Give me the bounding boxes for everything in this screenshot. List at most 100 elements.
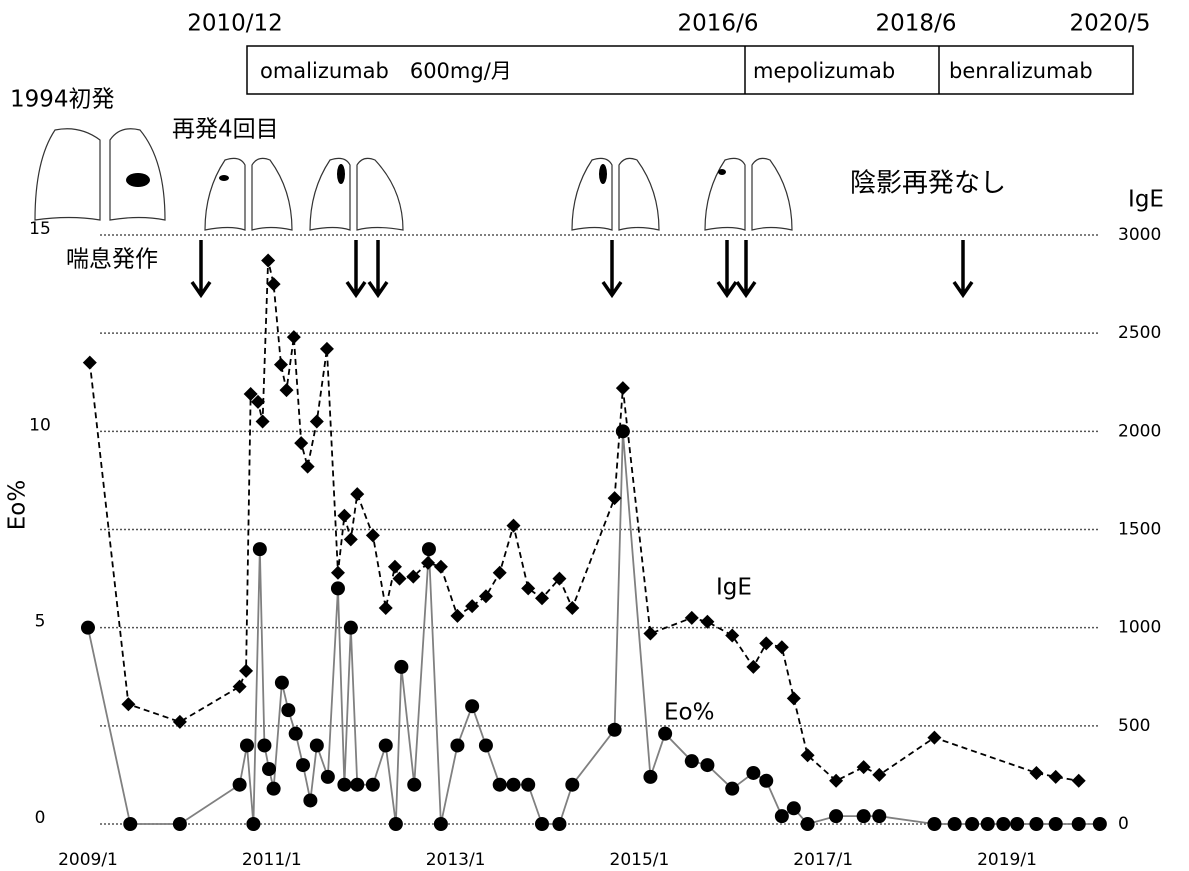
point [643, 770, 657, 784]
lung-sketch [572, 158, 659, 230]
annotation: 陰影再発なし [850, 169, 1006, 199]
point [393, 572, 407, 586]
point [303, 793, 317, 807]
y-axis-title: Eo% [5, 480, 31, 530]
drug-label: omalizumab 600mg/月 [260, 59, 512, 83]
point [1072, 817, 1086, 831]
point [608, 723, 622, 737]
point [434, 817, 448, 831]
point [775, 640, 789, 654]
timeline-date: 2018/6 [876, 11, 957, 37]
point [1049, 770, 1063, 784]
point [294, 436, 308, 450]
point [829, 774, 843, 788]
y2-tick-label: 1000 [1118, 618, 1161, 638]
point [565, 778, 579, 792]
point [996, 817, 1010, 831]
point [233, 778, 247, 792]
point [261, 254, 275, 268]
point [256, 415, 270, 429]
point [493, 778, 507, 792]
y2-tick-label: 0 [1118, 814, 1129, 834]
point [310, 738, 324, 752]
y-tick-label: 0 [35, 808, 46, 828]
point [240, 738, 254, 752]
point [608, 491, 622, 505]
lung-sketch [205, 158, 292, 230]
point [233, 680, 247, 694]
point [121, 697, 135, 711]
point [279, 383, 293, 397]
point [493, 566, 507, 580]
point [350, 487, 364, 501]
annotation: 1994初発 [10, 87, 115, 113]
point [700, 615, 714, 629]
point [775, 809, 789, 823]
series-label: IgE [716, 575, 752, 601]
point [1072, 774, 1086, 788]
point [421, 556, 435, 570]
chart: 2010/12 2016/6 2018/6 2020/5 omalizumab … [0, 0, 1189, 871]
point [1029, 766, 1043, 780]
point [658, 727, 672, 741]
point [506, 519, 520, 533]
y-tick-label: 10 [29, 415, 51, 435]
point [173, 817, 187, 831]
series-line [90, 261, 1079, 781]
x-tick-label: 2015/1 [610, 850, 670, 870]
point [759, 774, 773, 788]
point [700, 758, 714, 772]
point [948, 817, 962, 831]
point [927, 731, 941, 745]
point [450, 738, 464, 752]
y2-tick-label: 1500 [1118, 520, 1161, 540]
point [296, 758, 310, 772]
point [685, 611, 699, 625]
point [1049, 817, 1063, 831]
point [267, 782, 281, 796]
lung-sketch [310, 158, 403, 230]
point [81, 621, 95, 635]
point [434, 560, 448, 574]
point [872, 809, 886, 823]
point [379, 601, 393, 615]
point [535, 817, 549, 831]
drug-label: mepolizumab [753, 59, 895, 83]
x-tick-label: 2009/1 [58, 850, 118, 870]
point [287, 330, 301, 344]
timeline-date: 2020/5 [1070, 11, 1151, 37]
x-tick-label: 2017/1 [793, 850, 853, 870]
point [173, 715, 187, 729]
point [521, 778, 535, 792]
attack-arrows [192, 240, 972, 295]
y2-axis-title: IgE [1128, 187, 1164, 213]
timeline-date: 2010/12 [187, 11, 283, 37]
point [262, 762, 276, 776]
point [565, 601, 579, 615]
point [331, 581, 345, 595]
point [801, 817, 815, 831]
point [337, 778, 351, 792]
point [1093, 817, 1107, 831]
point [389, 817, 403, 831]
point [616, 381, 630, 395]
point [246, 817, 260, 831]
point [344, 532, 358, 546]
point [552, 817, 566, 831]
point [301, 460, 315, 474]
point [1010, 817, 1024, 831]
point [450, 609, 464, 623]
point [366, 528, 380, 542]
point [388, 560, 402, 574]
point [394, 660, 408, 674]
point [407, 778, 421, 792]
point [331, 566, 345, 580]
point [927, 817, 941, 831]
point [521, 581, 535, 595]
point [872, 768, 886, 782]
point [479, 738, 493, 752]
lung-sketches [35, 129, 792, 230]
point [123, 817, 137, 831]
point [253, 542, 267, 556]
point [465, 599, 479, 613]
